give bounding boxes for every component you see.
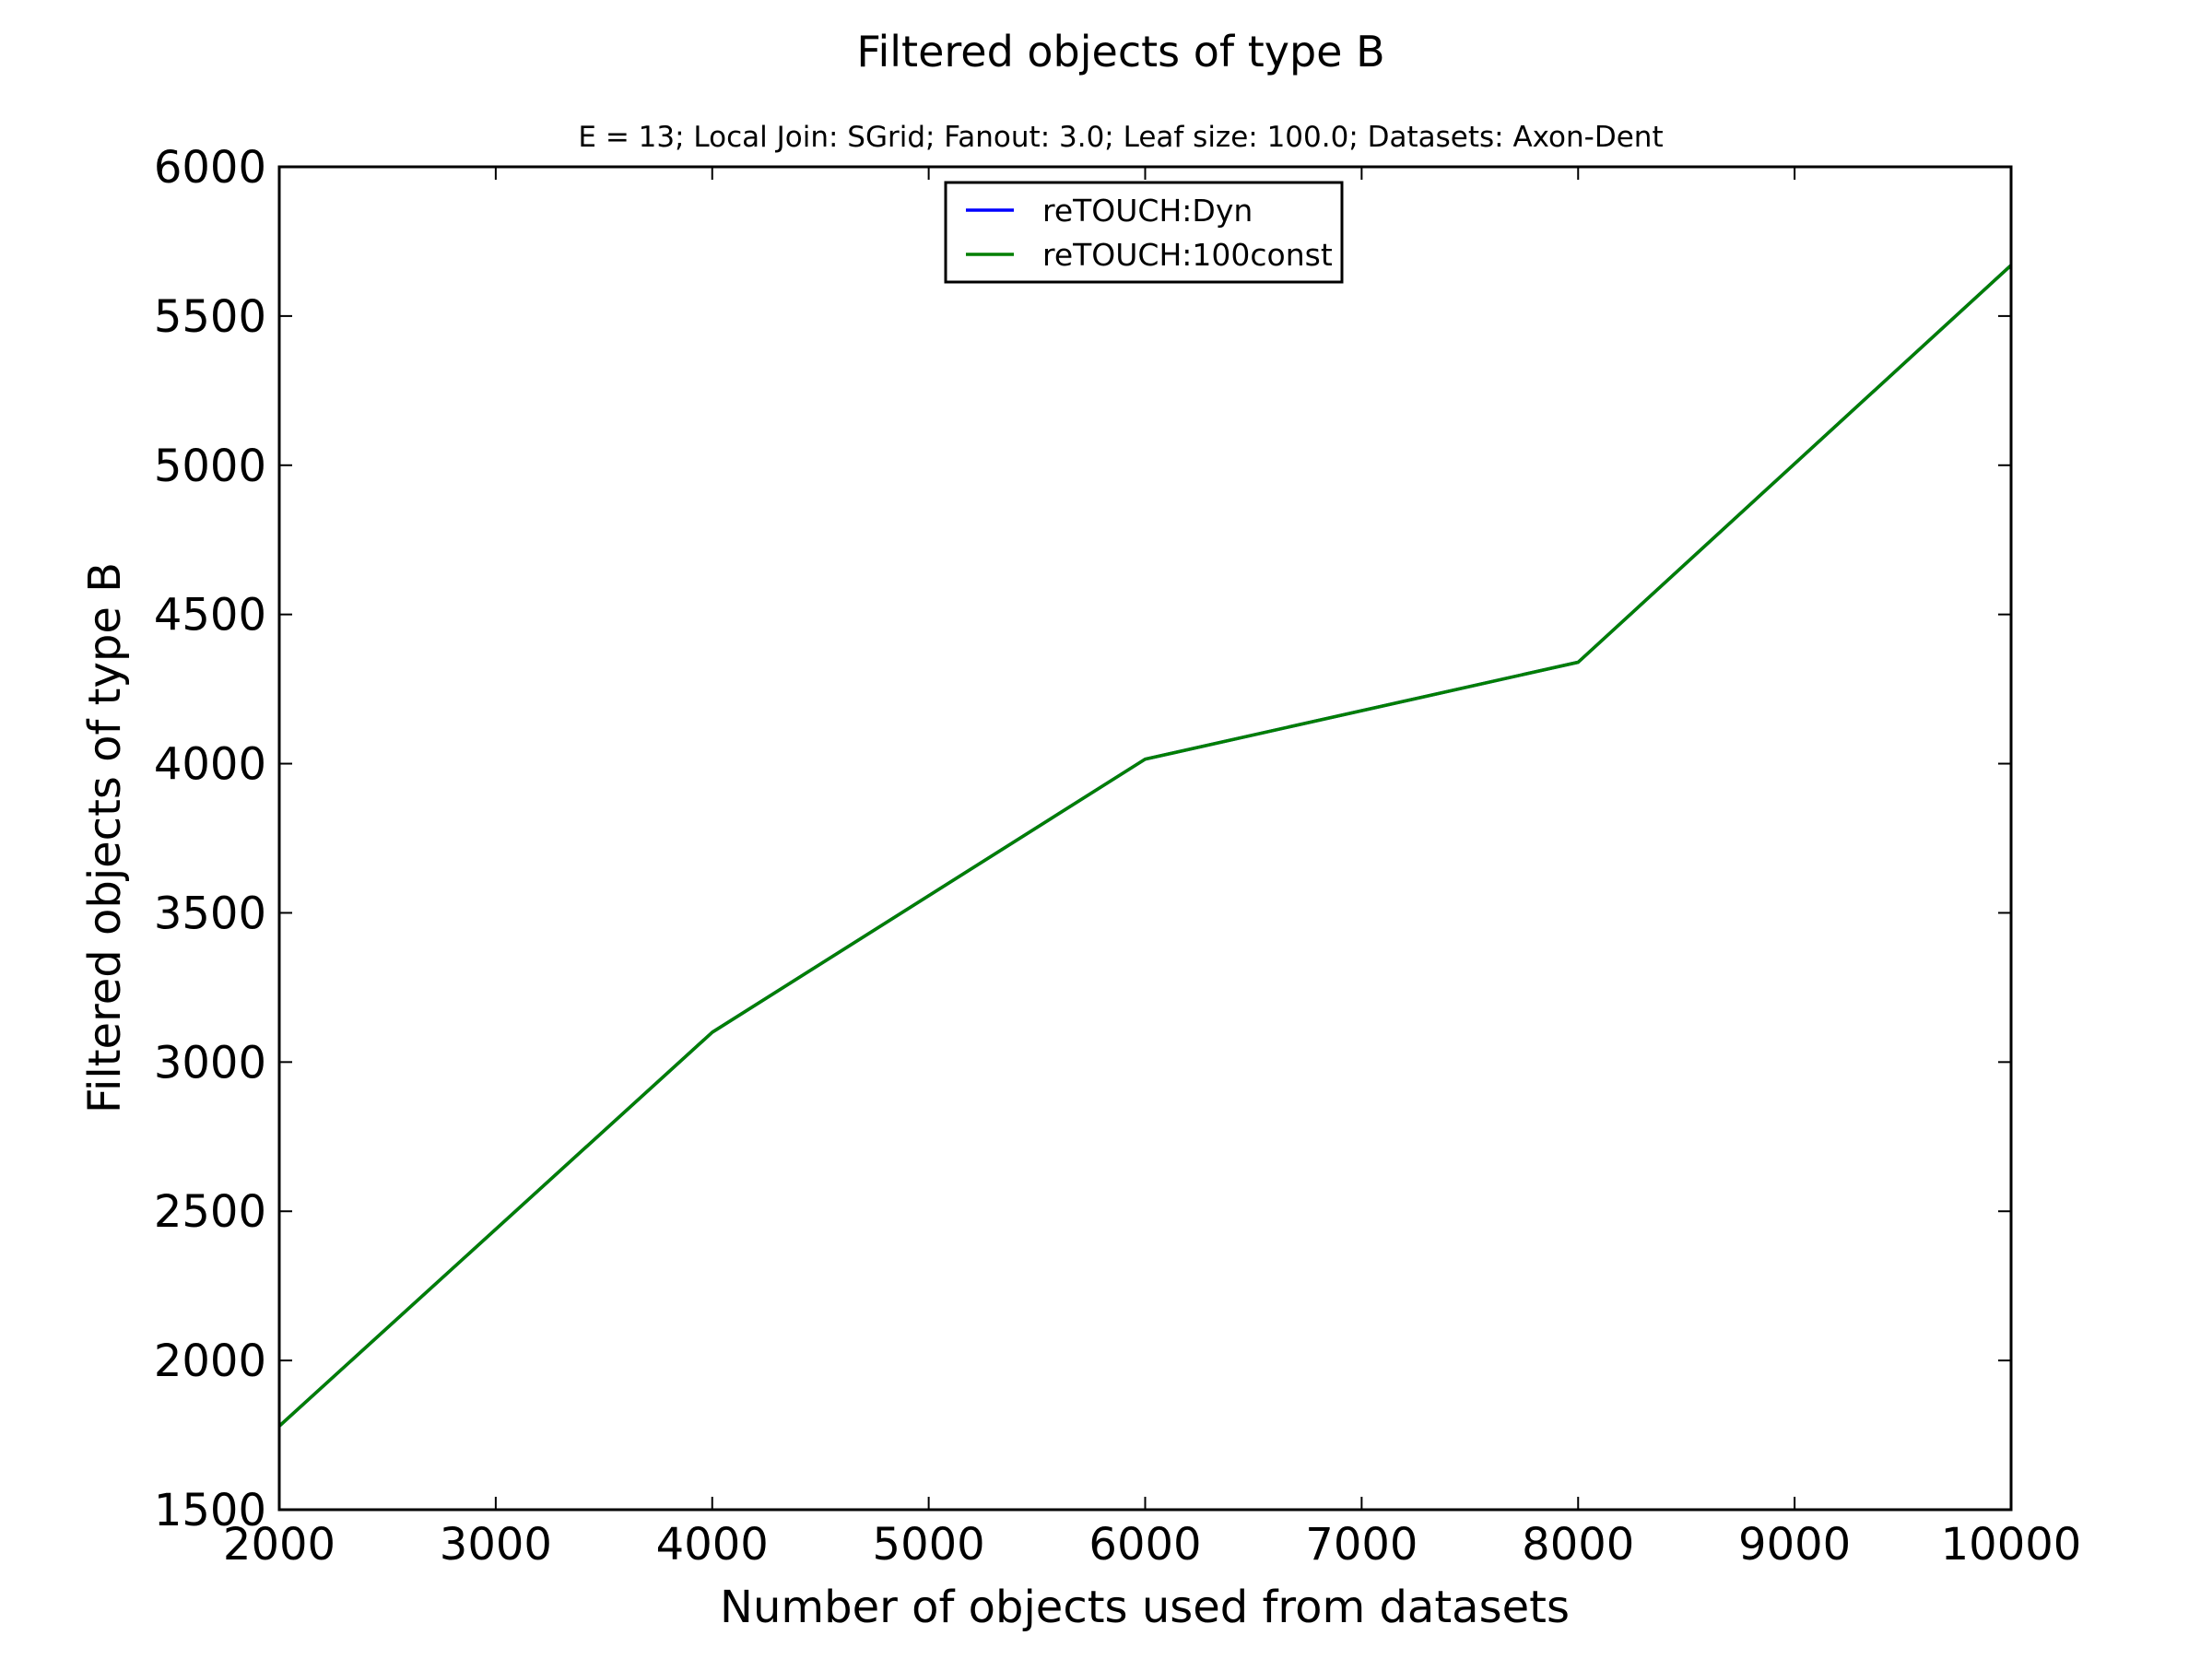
y-tick-label: 3000 bbox=[154, 1037, 266, 1088]
x-tick-label: 7000 bbox=[1305, 1519, 1418, 1571]
y-tick-label: 6000 bbox=[154, 142, 266, 194]
legend-label-1: reTOUCH:Dyn bbox=[1042, 193, 1253, 229]
y-tick-label: 4000 bbox=[154, 739, 266, 791]
y-tick-label: 3500 bbox=[154, 888, 266, 939]
y-tick-label: 2500 bbox=[154, 1186, 266, 1238]
x-tick-label: 9000 bbox=[1738, 1519, 1851, 1571]
plot-frame bbox=[277, 165, 2013, 1512]
series-line-2 bbox=[277, 264, 2013, 1428]
tick-layer: 2000 3000 4000 5000 6000 7000 8000 9000 10000 150… bbox=[154, 142, 2082, 1571]
y-tick-label: 5000 bbox=[154, 441, 266, 492]
x-axis-label: Number of objects used from datasets bbox=[720, 1582, 1570, 1633]
y-tick-label: 4500 bbox=[154, 590, 266, 641]
chart-subtitle: E = 13; Local Join: SGrid; Fanout: 3.0; … bbox=[578, 121, 1663, 154]
legend: reTOUCH:Dyn reTOUCH:100const bbox=[944, 181, 1344, 284]
legend-label-2: reTOUCH:100const bbox=[1042, 237, 1333, 273]
y-tick-label: 5500 bbox=[154, 291, 266, 343]
x-tick-label: 4000 bbox=[656, 1519, 769, 1571]
y-tick-label: 1500 bbox=[154, 1485, 266, 1536]
x-tick-label: 3000 bbox=[440, 1519, 552, 1571]
legend-box bbox=[944, 181, 1344, 284]
y-tick-label: 2000 bbox=[154, 1335, 266, 1387]
x-tick-label: 6000 bbox=[1088, 1519, 1201, 1571]
x-tick-label: 8000 bbox=[1522, 1519, 1634, 1571]
x-tick-label: 2000 bbox=[223, 1519, 335, 1571]
x-tick-label: 5000 bbox=[873, 1519, 985, 1571]
chart-title: Filtered objects of type B bbox=[856, 27, 1384, 76]
y-axis-label: Filtered objects of type B bbox=[79, 562, 131, 1113]
series-layer bbox=[277, 264, 2013, 1428]
x-tick-label: 10000 bbox=[1941, 1519, 2082, 1571]
